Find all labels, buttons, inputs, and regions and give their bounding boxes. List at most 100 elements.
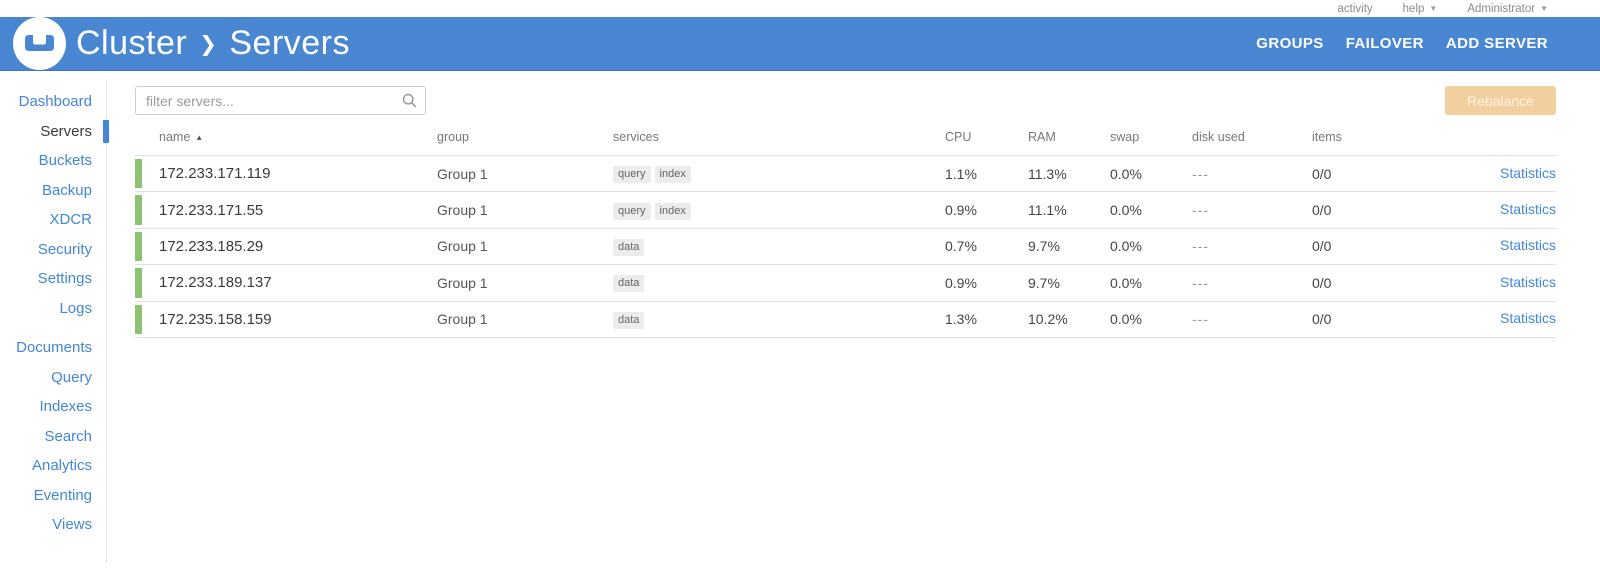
server-swap-cell: 0.0% — [1110, 165, 1142, 182]
server-group-cell: Group 1 — [437, 274, 488, 291]
server-services-cell: data — [613, 265, 945, 301]
caret-down-icon: ▼ — [1429, 3, 1438, 13]
column-label: CPU — [945, 130, 972, 144]
sidebar-item-dashboard[interactable]: Dashboard — [18, 93, 92, 110]
server-services-cell: data — [613, 228, 945, 264]
sidebar-item-servers[interactable]: Servers — [0, 117, 109, 147]
server-group-cell: Group 1 — [437, 238, 488, 255]
server-row-172-233-189-137: 172.233.189.137 Group 1 data 0.9% 9.7% 0.0% --… — [135, 264, 1556, 301]
search-icon — [402, 93, 417, 108]
sidebar-item-analytics[interactable]: Analytics — [31, 457, 92, 474]
server-name-cell: 172.235.158.159 — [135, 301, 437, 337]
statistics-link[interactable]: Statistics — [1499, 237, 1556, 254]
statistics-link[interactable]: Statistics — [1499, 273, 1556, 290]
column-label: disk used — [1192, 130, 1245, 144]
sidebar-item-backup[interactable]: Backup — [41, 181, 92, 199]
column-label: RAM — [1028, 130, 1056, 144]
column-header-disk-used[interactable]: disk used — [1192, 126, 1312, 156]
header-actions: GROUPS FAILOVER ADD SERVER — [1256, 35, 1548, 52]
sidebar-item-settings[interactable]: Settings — [37, 270, 92, 287]
server-row-172-233-185-29: 172.233.185.29 Group 1 data 0.7% 9.7% 0.0% ---… — [135, 228, 1556, 264]
server-items-cell: 0/0 — [1312, 238, 1332, 255]
service-badge-index: index — [654, 202, 691, 220]
column-header-group[interactable]: group — [437, 126, 613, 156]
column-header-swap[interactable]: swap — [1110, 126, 1192, 156]
breadcrumb-cluster: Cluster — [76, 24, 188, 62]
server-swap-cell: 0.0% — [1110, 202, 1142, 219]
sidebar: Dashboard Servers Buckets Backup XDCR Securit… — [0, 71, 109, 575]
server-row-172-235-158-159: 172.235.158.159 Group 1 data 1.3% 10.2% 0.0% -… — [135, 301, 1556, 338]
sidebar-item-query[interactable]: Query — [51, 368, 92, 386]
help-label: help — [1402, 2, 1425, 15]
server-stats-cell: Statistics — [1489, 156, 1556, 192]
sidebar-item-logs[interactable]: Logs — [59, 299, 92, 317]
filter-servers-input[interactable] — [135, 86, 426, 115]
server-swap-cell: 0.0% — [1110, 274, 1142, 291]
service-badge-data: data — [613, 275, 645, 293]
header-action-failover[interactable]: FAILOVER — [1345, 35, 1424, 52]
sort-asc-icon: ▲ — [195, 133, 204, 142]
service-badge-query: query — [613, 166, 651, 184]
activity-link[interactable]: activity — [1337, 2, 1373, 15]
server-ram-cell: 11.3% — [1028, 165, 1067, 182]
chevron-right-icon: ❯ — [199, 33, 218, 56]
sidebar-item-security[interactable]: Security — [37, 240, 92, 258]
column-header-items[interactable]: items — [1312, 126, 1489, 156]
server-ram-cell: 10.2% — [1028, 311, 1068, 328]
server-group-cell: Group 1 — [437, 202, 488, 219]
statistics-link[interactable]: Statistics — [1499, 310, 1556, 327]
sidebar-group-cluster: Dashboard Servers Buckets Backup XDCR Securit… — [0, 87, 109, 323]
column-label: name — [159, 130, 191, 144]
sidebar-item-documents[interactable]: Documents — [16, 339, 92, 356]
service-badge-query: query — [613, 202, 651, 220]
server-disk-used-cell: --- — [1192, 165, 1209, 182]
user-label: Administrator — [1467, 2, 1536, 15]
help-menu[interactable]: help ▼ — [1403, 3, 1438, 15]
column-label: items — [1312, 130, 1342, 144]
sidebar-item-xdcr[interactable]: XDCR — [49, 211, 92, 228]
column-label: swap — [1110, 130, 1140, 144]
statistics-link[interactable]: Statistics — [1499, 201, 1556, 218]
server-disk-used-cell: --- — [1192, 238, 1209, 255]
server-table-body: 172.233.171.119 Group 1 query index 1.1% 11.3… — [135, 155, 1556, 338]
filter-wrap — [135, 86, 426, 115]
breadcrumb: Cluster ❯ Servers — [76, 24, 350, 63]
main-content: Rebalance name ▲ group services CPU RAM swap di… — [107, 71, 1600, 575]
server-name-cell: 172.233.185.29 — [135, 228, 437, 264]
statistics-link[interactable]: Statistics — [1499, 164, 1556, 181]
server-ram-cell: 9.7% — [1028, 274, 1060, 291]
sidebar-item-eventing[interactable]: Eventing — [33, 486, 92, 504]
header-action-groups[interactable]: GROUPS — [1256, 35, 1324, 52]
server-stats-cell: Statistics — [1489, 265, 1556, 301]
sidebar-item-search[interactable]: Search — [44, 427, 92, 445]
server-row-172-233-171-119: 172.233.171.119 Group 1 query index 1.1% 11.3… — [135, 155, 1556, 192]
app-header: Cluster ❯ Servers GROUPS FAILOVER ADD SERV… — [0, 17, 1600, 71]
column-header-services[interactable]: services — [613, 126, 945, 156]
column-label: services — [613, 130, 659, 144]
server-disk-used-cell: --- — [1192, 274, 1209, 291]
servers-toolbar: Rebalance — [135, 86, 1556, 115]
server-stats-cell: Statistics — [1489, 228, 1556, 264]
column-header-actions — [1489, 126, 1556, 156]
sidebar-group-data: Documents Query Indexes Search Analytics Even… — [0, 333, 107, 540]
server-group-cell: Group 1 — [437, 311, 488, 328]
column-header-cpu[interactable]: CPU — [945, 126, 1028, 156]
server-items-cell: 0/0 — [1312, 311, 1332, 328]
column-header-name[interactable]: name ▲ — [135, 126, 437, 156]
server-items-cell: 0/0 — [1312, 165, 1332, 182]
service-badge-data: data — [613, 311, 645, 329]
column-header-ram[interactable]: RAM — [1028, 126, 1110, 156]
server-group-cell: Group 1 — [437, 165, 488, 182]
server-name-cell: 172.233.171.55 — [135, 192, 437, 228]
server-cpu-cell: 0.9% — [945, 274, 977, 291]
servers-table: name ▲ group services CPU RAM swap disk used ite… — [135, 126, 1556, 338]
rebalance-button[interactable]: Rebalance — [1445, 86, 1556, 115]
sidebar-item-indexes[interactable]: Indexes — [39, 398, 92, 415]
user-menu[interactable]: Administrator ▼ — [1467, 3, 1548, 15]
sidebar-item-views[interactable]: Views — [52, 516, 92, 533]
header-action-add-server[interactable]: ADD SERVER — [1445, 35, 1548, 52]
sidebar-item-buckets[interactable]: Buckets — [38, 152, 92, 169]
content-layout: Dashboard Servers Buckets Backup XDCR Securit… — [0, 71, 1600, 575]
service-badge-data: data — [613, 238, 645, 256]
server-name-cell: 172.233.171.119 — [135, 156, 437, 192]
